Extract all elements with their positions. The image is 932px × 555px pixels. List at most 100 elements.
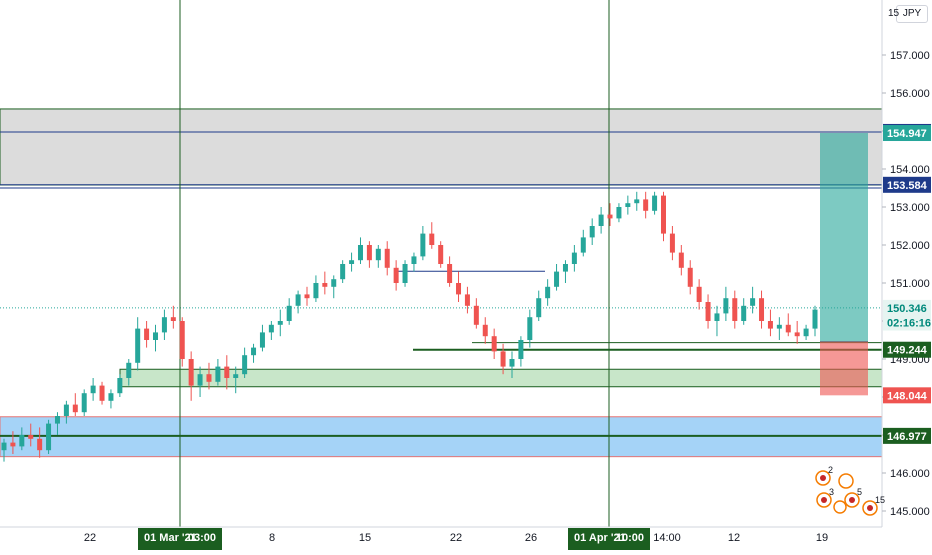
candle-body bbox=[562, 264, 568, 272]
price-label-text: 149.244 bbox=[887, 345, 928, 357]
bearish-candle bbox=[794, 321, 800, 344]
bullish-candle bbox=[126, 359, 132, 386]
candle-body bbox=[785, 324, 791, 333]
bearish-candle bbox=[669, 226, 675, 261]
bearish-candle bbox=[366, 241, 372, 268]
bullish-candle bbox=[589, 218, 595, 245]
bullish-candle bbox=[562, 260, 568, 283]
take-profit-area[interactable] bbox=[820, 133, 868, 342]
time-highlight-date: 01 Mar '21 bbox=[144, 532, 197, 544]
time-highlight-time: 10:00 bbox=[616, 532, 644, 544]
event-count-label: 3 bbox=[829, 487, 834, 497]
bullish-candle bbox=[518, 336, 524, 367]
candle-body bbox=[429, 233, 435, 245]
price-label-box: 149.244 bbox=[883, 341, 931, 358]
candle-body bbox=[473, 305, 479, 325]
bullish-candle bbox=[616, 203, 622, 223]
currency-label: JPY bbox=[902, 8, 922, 19]
price-label-text: 02:16:16 bbox=[887, 318, 931, 330]
price-axis[interactable]: 157.000156.000155.000154.000153.000152.0… bbox=[881, 0, 932, 550]
candle-body bbox=[19, 435, 25, 447]
event-flag-icon[interactable] bbox=[833, 500, 847, 514]
event-flag-icon[interactable]: 3 bbox=[816, 487, 834, 508]
candle-body bbox=[616, 207, 622, 219]
price-tick-label: 152.000 bbox=[890, 240, 930, 252]
bearish-candle bbox=[705, 294, 711, 329]
candle-body bbox=[545, 286, 551, 299]
event-flag-icon[interactable]: 15 bbox=[862, 495, 885, 516]
candle-body bbox=[571, 252, 577, 264]
time-axis-background bbox=[0, 527, 882, 550]
price-label-box: 153.584 bbox=[883, 176, 931, 193]
price-label-text: 148.044 bbox=[887, 390, 928, 402]
candle-body bbox=[357, 245, 363, 261]
candle-body bbox=[1, 442, 7, 451]
bearish-candle bbox=[500, 343, 506, 375]
bullish-candle bbox=[233, 366, 239, 394]
candle-body bbox=[304, 294, 310, 299]
candle-body bbox=[696, 286, 702, 302]
candle-body bbox=[251, 347, 257, 356]
price-label-bg bbox=[883, 299, 931, 316]
event-flag-icon[interactable]: 2 bbox=[815, 465, 833, 486]
bullish-candle bbox=[411, 252, 417, 272]
candle-body bbox=[580, 237, 586, 253]
bullish-candle bbox=[161, 309, 167, 340]
bullish-candle bbox=[153, 324, 159, 352]
bullish-candle bbox=[90, 378, 96, 401]
candle-body bbox=[589, 226, 595, 238]
economic-events-layer[interactable]: 2 3 5 15 bbox=[815, 465, 885, 516]
candle-body bbox=[714, 313, 720, 321]
event-flag-icon[interactable]: 5 bbox=[844, 487, 862, 508]
bullish-candle bbox=[723, 286, 729, 321]
candle-body bbox=[99, 385, 105, 401]
bullish-candle bbox=[268, 321, 274, 340]
uk-flag-icon bbox=[821, 497, 827, 503]
candle-body bbox=[509, 359, 515, 367]
bearish-candle bbox=[785, 313, 791, 337]
zones-layer bbox=[0, 108, 883, 458]
candle-body bbox=[456, 283, 462, 295]
bullish-candle bbox=[598, 207, 604, 234]
candle-body bbox=[259, 332, 265, 348]
candle-body bbox=[678, 252, 684, 268]
bearish-candle bbox=[732, 290, 738, 329]
bullish-candle bbox=[54, 412, 60, 435]
bearish-candle bbox=[322, 271, 328, 295]
bullish-candle bbox=[375, 245, 381, 268]
candle-body bbox=[384, 248, 390, 268]
event-flag-icon[interactable] bbox=[838, 473, 854, 489]
candle-body bbox=[28, 435, 34, 439]
bullish-candle bbox=[634, 191, 640, 211]
time-tick-label: 12 bbox=[728, 532, 740, 544]
price-tick-label: 157.000 bbox=[890, 50, 930, 62]
bearish-candle bbox=[304, 286, 310, 306]
scale-top-label: 15 bbox=[888, 8, 900, 19]
bullish-candle bbox=[714, 305, 720, 337]
bullish-candle bbox=[286, 298, 292, 325]
candle-body bbox=[723, 298, 729, 314]
bearish-candle bbox=[438, 241, 444, 268]
candle-body bbox=[188, 359, 194, 386]
bearish-candle bbox=[482, 317, 488, 344]
bearish-candle bbox=[72, 393, 78, 416]
bullish-candle bbox=[625, 195, 631, 215]
time-tick-label: 14:00 bbox=[653, 532, 681, 544]
stop-loss-area[interactable] bbox=[820, 341, 868, 396]
bearish-candle bbox=[643, 191, 649, 219]
candle-body bbox=[669, 233, 675, 253]
price-label-text: 146.977 bbox=[887, 431, 927, 443]
currency-badge[interactable]: JPY bbox=[896, 5, 928, 23]
bearish-candle bbox=[660, 191, 666, 242]
bullish-candle bbox=[776, 317, 782, 340]
bullish-candle bbox=[277, 309, 283, 337]
bullish-candle bbox=[242, 347, 248, 378]
bullish-candle bbox=[402, 260, 408, 287]
candle-body bbox=[349, 260, 355, 264]
long-position-tool[interactable] bbox=[820, 133, 868, 396]
